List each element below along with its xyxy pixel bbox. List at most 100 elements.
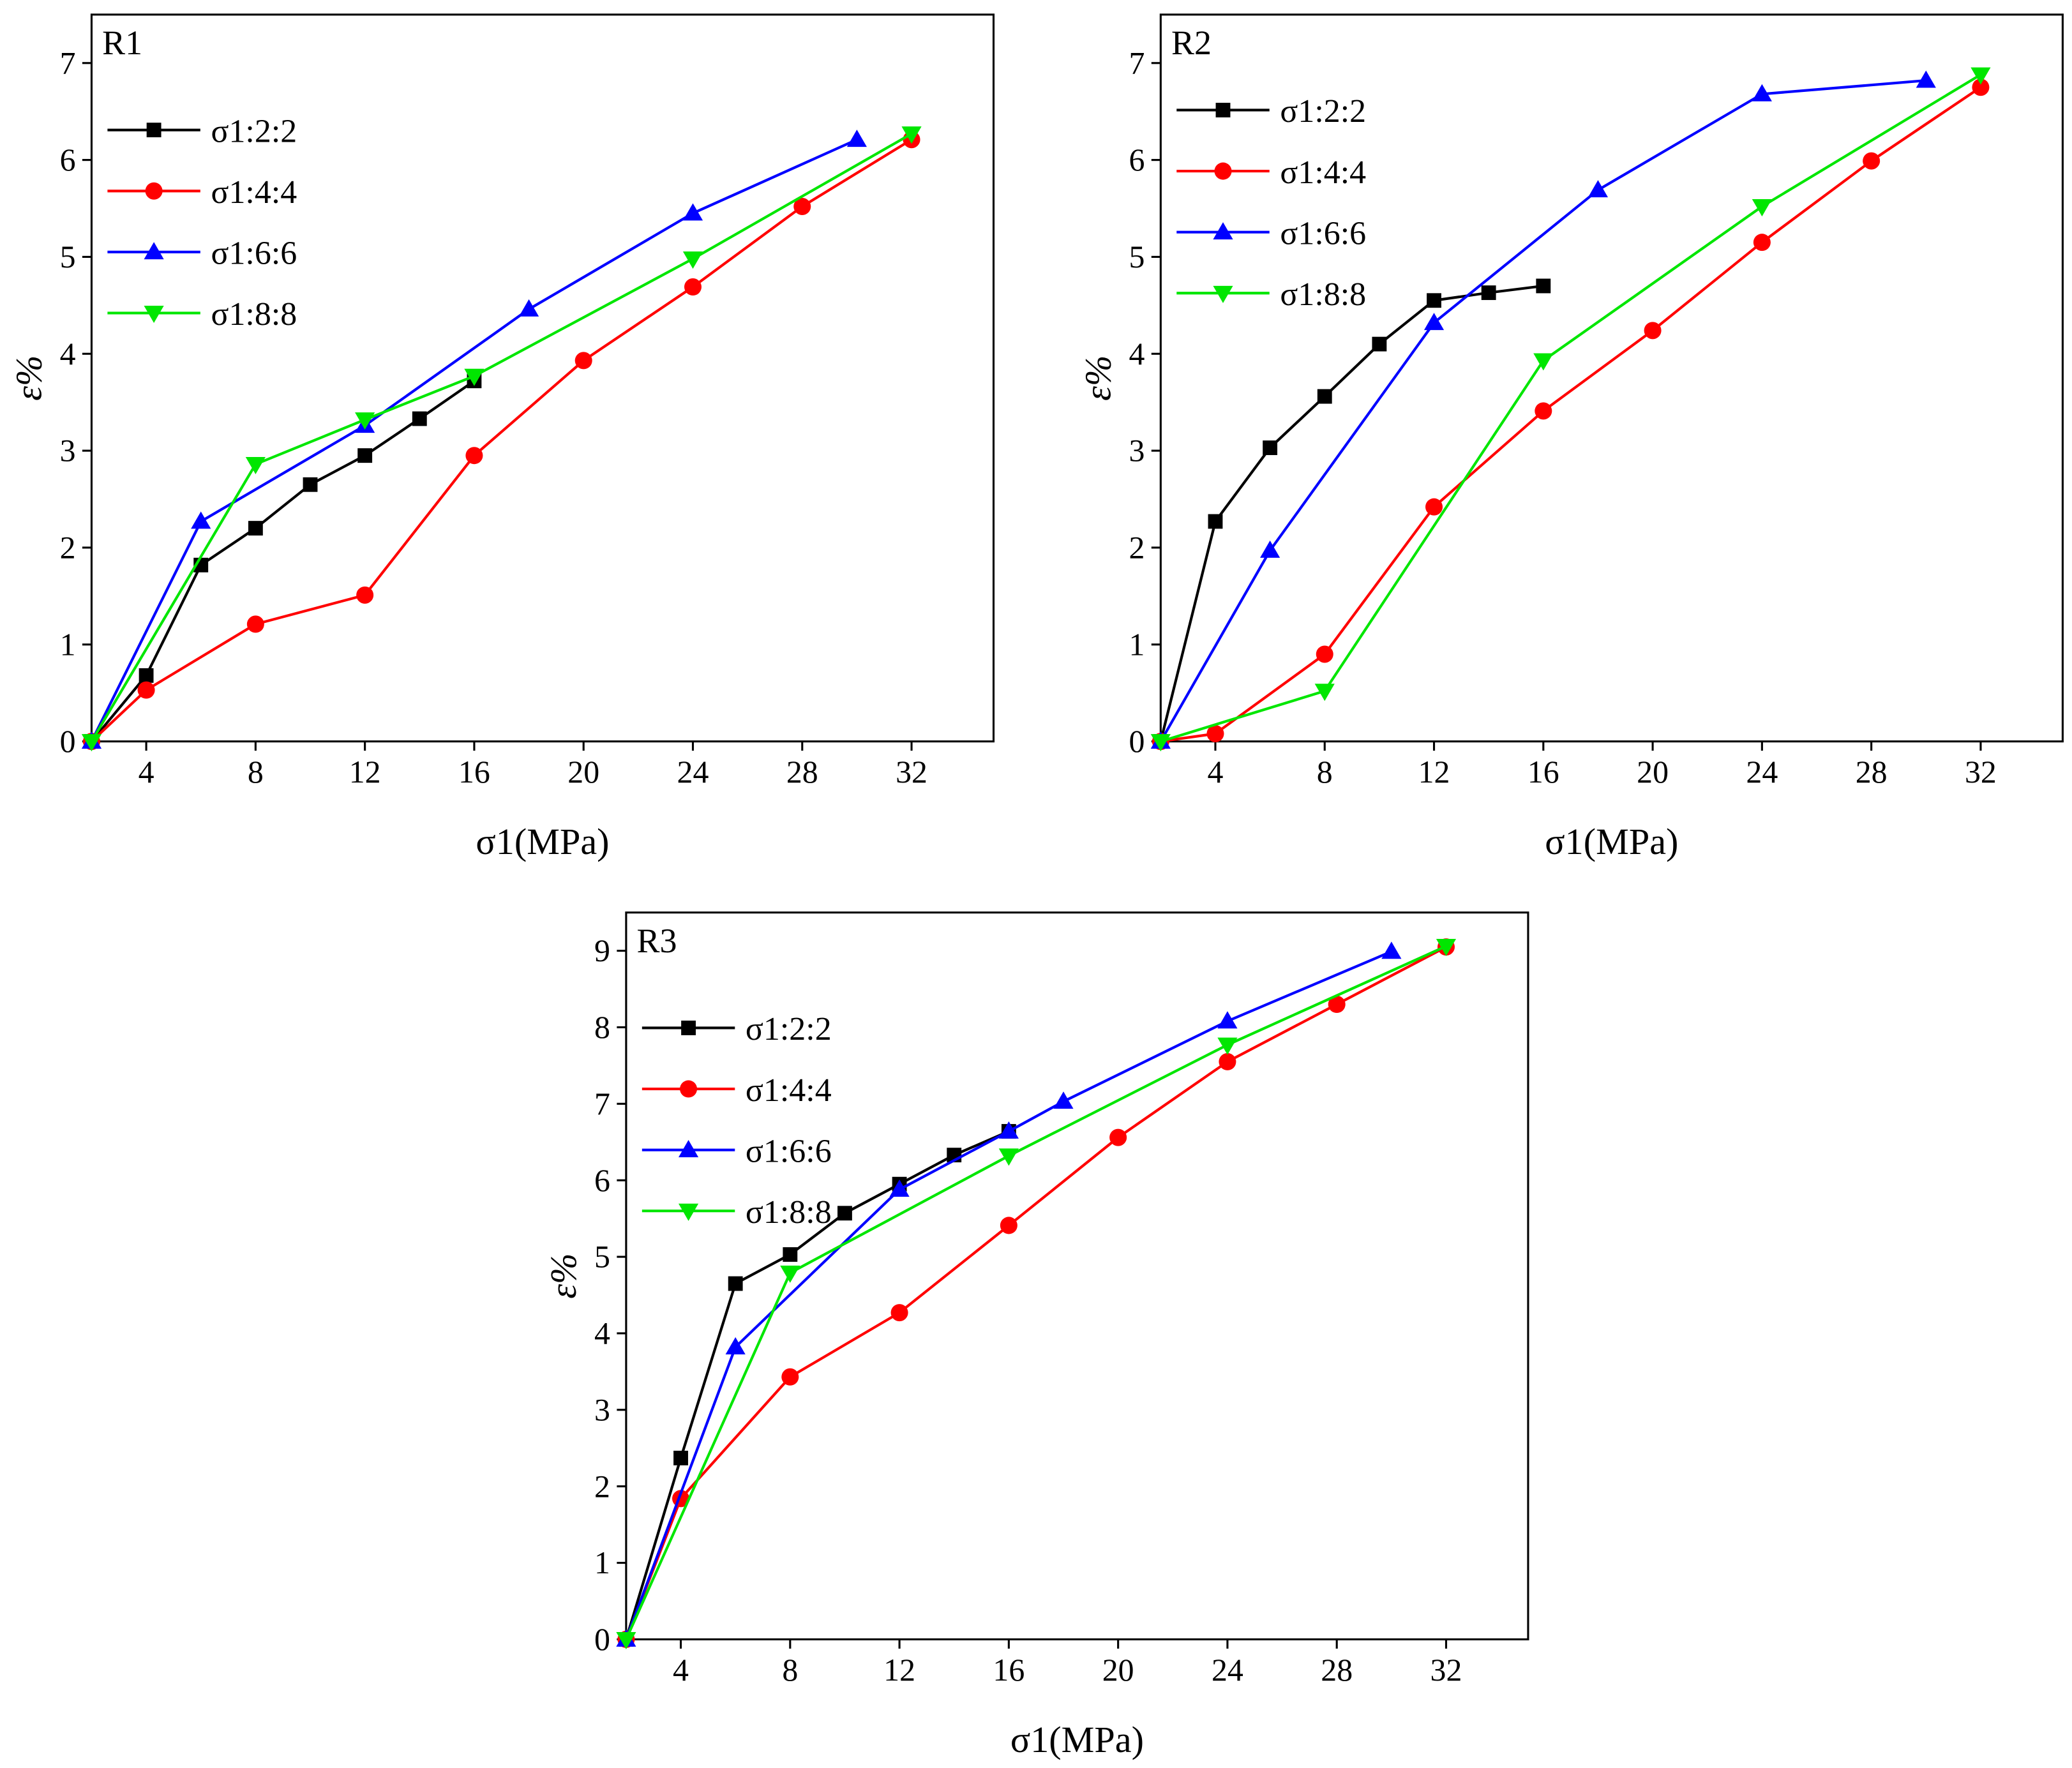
y-tick-label: 6: [60, 142, 76, 177]
panel-R2: 4 8 12 16 20 24 28 3201234567σ1(MPa)ε%R2σ1:2:2σ…: [1077, 13, 2064, 862]
data-point: [355, 412, 375, 430]
data-point: [1317, 389, 1332, 404]
data-point: [1314, 684, 1335, 701]
panel-R3: 4 8 12 16 20 24 28 320123456789σ1(MPa)ε%R3σ1:2:…: [543, 911, 1529, 1760]
legend-label: σ1:8:8: [1280, 276, 1366, 313]
panel-label: R2: [1171, 24, 1212, 62]
y-tick-label: 1: [1129, 627, 1145, 662]
y-tick-label: 9: [594, 933, 610, 968]
panel-R1: 4 8 12 16 20 24 28 3201234567σ1(MPa)ε%R1σ1:2:2σ…: [8, 13, 995, 862]
data-point: [1000, 1217, 1017, 1234]
x-tick-label: 20: [567, 754, 599, 790]
legend-label: σ1:2:2: [211, 113, 297, 149]
x-tick-label: 12: [1418, 754, 1450, 790]
legend-label: σ1:6:6: [746, 1133, 832, 1169]
data-point: [1753, 234, 1771, 251]
data-point: [890, 1304, 908, 1322]
legend-item: σ1:6:6: [107, 236, 297, 272]
legend-label: σ1:6:6: [211, 236, 297, 272]
data-point: [783, 1247, 798, 1262]
y-tick-label: 7: [60, 45, 76, 80]
series-line: [624, 950, 1392, 1640]
y-tick-label: 2: [594, 1469, 610, 1504]
data-point: [1316, 645, 1333, 663]
series-4: [1150, 67, 1991, 752]
y-tick-label: 4: [594, 1316, 610, 1351]
x-tick-label: 16: [993, 1652, 1025, 1688]
y-tick-label: 3: [60, 433, 76, 468]
data-point: [998, 1121, 1019, 1139]
x-tick-label: 28: [1321, 1652, 1353, 1688]
legend-marker: [1214, 162, 1232, 180]
data-point: [780, 1265, 800, 1283]
data-point: [1109, 1128, 1127, 1146]
data-point: [1423, 313, 1445, 331]
data-point: [1206, 724, 1224, 742]
data-point: [725, 1337, 746, 1354]
data-point: [998, 1148, 1019, 1166]
legend-item: σ1:4:4: [1176, 154, 1366, 191]
x-tick-label: 24: [1746, 754, 1778, 790]
legend-item: σ1:8:8: [642, 1194, 832, 1231]
x-tick-label: 24: [677, 754, 709, 790]
y-axis-label: ε%: [543, 1253, 584, 1298]
data-point: [357, 448, 373, 463]
data-point: [1752, 84, 1772, 101]
series-line: [624, 945, 1447, 1640]
data-point: [1219, 1053, 1236, 1070]
series-3: [81, 130, 867, 749]
data-point: [1436, 938, 1457, 957]
series-line: [624, 1130, 1010, 1640]
data-point: [1381, 941, 1402, 959]
x-tick-label: 28: [786, 754, 818, 790]
data-point: [1536, 278, 1551, 294]
x-tick-label: 20: [1102, 1652, 1134, 1688]
data-point: [1863, 152, 1881, 170]
legend-label: σ1:4:4: [746, 1072, 832, 1109]
x-tick-label: 16: [458, 754, 490, 790]
legend-marker: [145, 182, 163, 200]
legend-marker: [681, 1021, 696, 1035]
legend-item: σ1:6:6: [1176, 215, 1366, 251]
series-line: [1159, 79, 1926, 742]
plot-frame: [1159, 13, 2064, 743]
y-tick-label: 1: [60, 627, 76, 662]
data-point: [1150, 734, 1171, 752]
data-point: [356, 586, 374, 604]
data-point: [1535, 402, 1552, 420]
x-tick-label: 28: [1856, 754, 1888, 790]
y-tick-label: 0: [60, 724, 76, 759]
x-tick-label: 4: [673, 1652, 689, 1688]
data-point: [412, 411, 427, 426]
data-point: [574, 352, 592, 370]
data-point: [682, 251, 703, 269]
legend-item: σ1:2:2: [1176, 93, 1366, 130]
series-2: [617, 938, 1455, 1648]
x-axis-label: σ1(MPa): [1545, 821, 1678, 862]
legend-label: σ1:8:8: [211, 296, 297, 333]
y-tick-label: 2: [60, 530, 76, 566]
data-point: [781, 1368, 799, 1386]
data-point: [1427, 293, 1441, 308]
legend-marker: [144, 242, 164, 260]
legend-item: σ1:2:2: [107, 113, 297, 149]
plot-frame: [625, 911, 1529, 1640]
legend-marker: [1213, 222, 1233, 240]
legend-marker: [1215, 103, 1231, 117]
data-point: [1208, 514, 1223, 529]
legend-label: σ1:2:2: [746, 1011, 832, 1047]
legend-item: σ1:8:8: [1176, 276, 1366, 313]
legend-item: σ1:6:6: [642, 1133, 832, 1169]
data-point: [846, 130, 867, 147]
y-axis-label: ε%: [8, 356, 49, 401]
series-line: [91, 138, 913, 743]
data-point: [137, 681, 155, 699]
data-point: [837, 1206, 852, 1221]
data-point: [684, 278, 702, 296]
panel-label: R3: [637, 922, 677, 960]
data-point: [1588, 180, 1609, 198]
series-4: [81, 126, 922, 752]
x-tick-label: 4: [1208, 754, 1224, 790]
legend-marker: [1213, 285, 1233, 303]
